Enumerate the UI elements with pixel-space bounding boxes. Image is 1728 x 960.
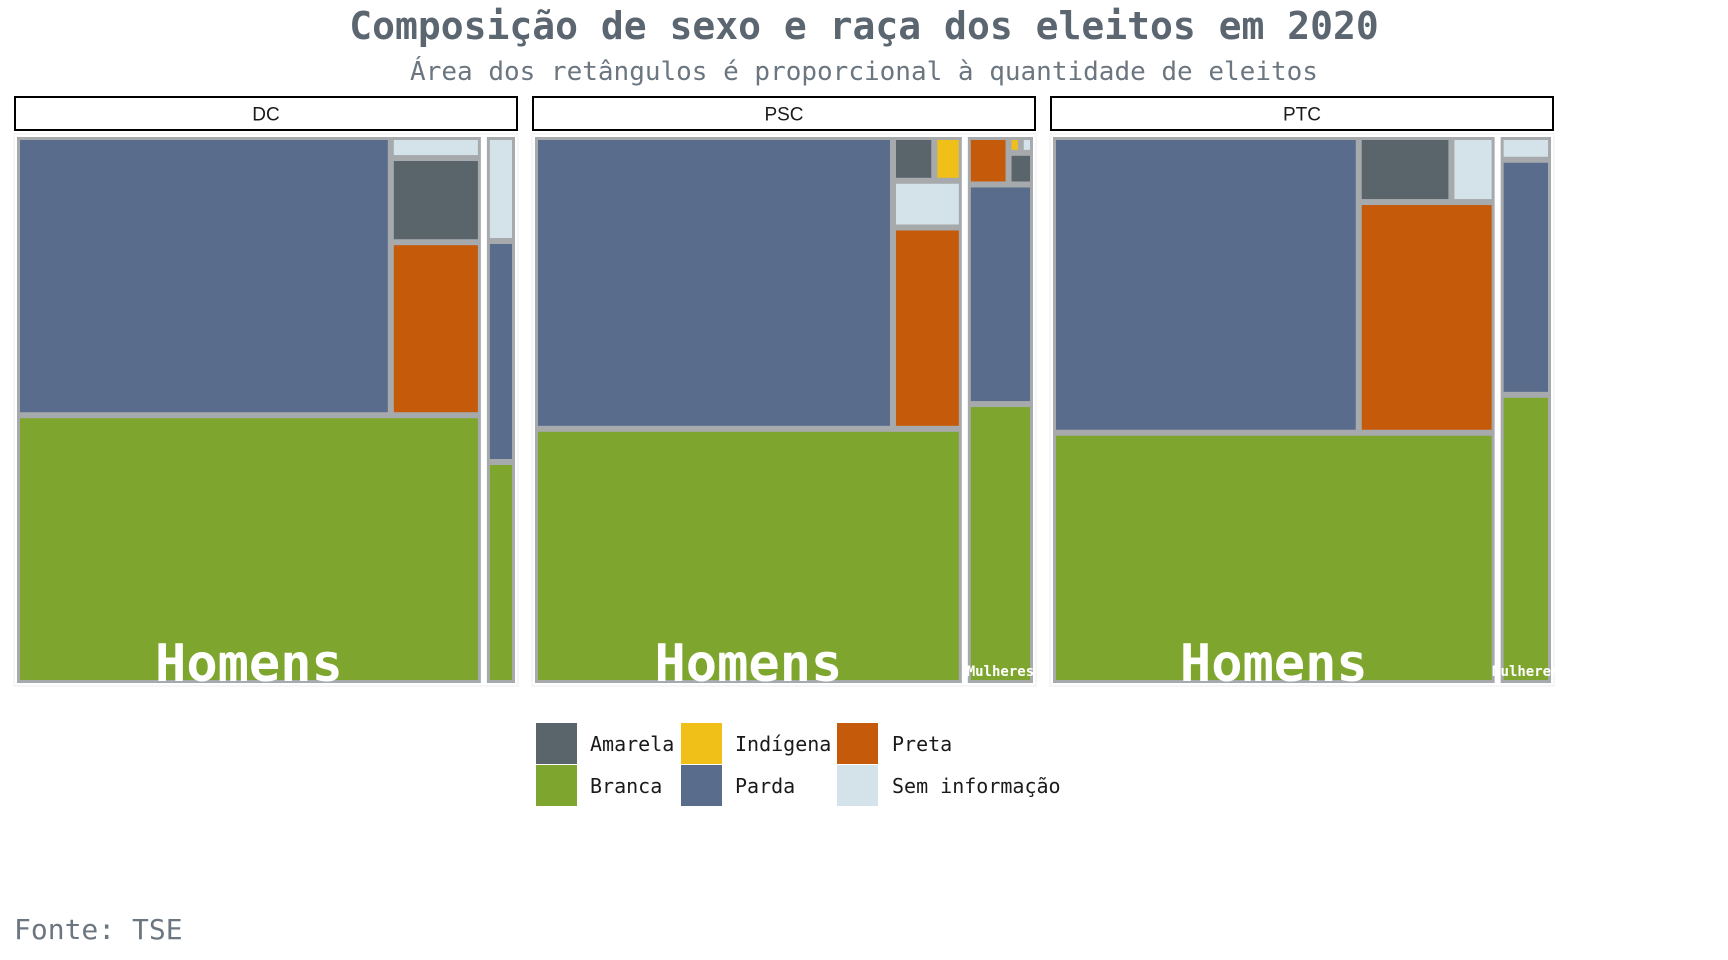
panel-dc: DC Homens: [13, 96, 519, 694]
tile-ptc-0-branca: [1056, 435, 1492, 680]
legend-label-amarela: Amarela: [590, 732, 674, 756]
tile-psc-0-indigena: [937, 140, 959, 178]
legend-label-indigena: Indígena: [735, 732, 831, 756]
group-label-mulheres-ptc: Mulheres: [1492, 664, 1559, 680]
tile-dc-1-branca: [489, 465, 512, 680]
tile-psc-0-preta: [895, 230, 959, 426]
tile-ptc-0-parda: [1056, 140, 1356, 430]
tile-dc-0-sem-informacao: [393, 140, 478, 156]
legend-swatch-amarela: [536, 723, 577, 764]
group-label-homens-ptc: Homens: [1180, 634, 1368, 694]
tile-dc-1-parda: [489, 244, 512, 459]
legend-item-amarela: Amarela: [536, 723, 674, 764]
tile-psc-0-sem-informacao: [895, 183, 959, 225]
group-psc-0: Homens: [535, 137, 962, 694]
legend-item-sem-informacao: Sem informação: [837, 765, 1061, 806]
group-dc-1: [486, 137, 515, 683]
group-dc-0: Homens: [17, 137, 481, 694]
panel-label-psc: PSC: [764, 105, 803, 126]
tile-psc-1-indigena: [1011, 140, 1018, 150]
panel-label-ptc: PTC: [1283, 105, 1321, 126]
chart-subtitle: Área dos retângulos é proporcional à qua…: [410, 57, 1318, 87]
tile-psc-0-amarela: [895, 140, 932, 178]
tile-psc-0-parda: [538, 140, 890, 426]
tile-dc-0-preta: [393, 245, 478, 413]
panel-label-dc: DC: [252, 105, 279, 126]
legend-item-branca: Branca: [536, 765, 662, 806]
tile-dc-1-sem-informacao: [489, 140, 512, 238]
tile-psc-1-branca: [970, 407, 1030, 680]
legend-swatch-parda: [681, 765, 722, 806]
group-label-mulheres-psc: Mulheres: [967, 664, 1034, 680]
legend: Amarela Indígena Preta Branca Parda Sem infor…: [536, 723, 1061, 806]
legend-item-parda: Parda: [681, 765, 795, 806]
legend-swatch-sem-informacao: [837, 765, 878, 806]
panel-psc: PSC Homens Mulheres: [531, 96, 1037, 694]
tile-psc-1-amarela: [1011, 155, 1030, 182]
legend-label-sem-informacao: Sem informação: [892, 774, 1061, 798]
tile-ptc-1-sem-informacao: [1503, 140, 1548, 157]
legend-label-branca: Branca: [590, 774, 662, 798]
panel-strip-dc: [14, 96, 518, 131]
legend-swatch-preta: [837, 723, 878, 764]
tile-ptc-1-branca: [1503, 397, 1548, 680]
legend-label-preta: Preta: [892, 732, 952, 756]
tile-psc-1-parda: [970, 187, 1030, 402]
tile-dc-0-branca: [20, 418, 478, 680]
panel-strip-psc: [532, 96, 1036, 131]
tile-psc-1-preta: [970, 140, 1006, 182]
chart-title: Composição de sexo e raça dos eleitos em…: [349, 4, 1379, 48]
tile-psc-1-sem-informacao: [1023, 140, 1030, 150]
group-psc-1: Mulheres: [967, 137, 1034, 683]
tile-psc-0-branca: [538, 431, 959, 680]
legend-swatch-branca: [536, 765, 577, 806]
panels-layer: DC Homens PSC Homens Mulheres PTC Homens Mulher…: [13, 96, 1560, 694]
tile-ptc-0-amarela: [1361, 140, 1449, 200]
group-ptc-1: Mulheres: [1492, 137, 1560, 683]
group-label-homens-psc: Homens: [654, 634, 842, 694]
legend-swatch-indigena: [681, 723, 722, 764]
tile-dc-0-parda: [20, 140, 388, 413]
legend-item-preta: Preta: [837, 723, 952, 764]
tile-dc-0-amarela: [393, 161, 478, 240]
chart-caption: Fonte: TSE: [14, 913, 183, 946]
tile-ptc-0-preta: [1361, 205, 1492, 430]
legend-item-indigena: Indígena: [681, 723, 831, 764]
tile-ptc-0-sem-informacao: [1454, 140, 1492, 200]
tile-ptc-1-parda: [1503, 162, 1548, 392]
group-label-homens-dc: Homens: [155, 634, 343, 694]
legend-label-parda: Parda: [735, 774, 795, 798]
panel-ptc: PTC Homens Mulheres: [1049, 96, 1560, 694]
panel-strip-ptc: [1050, 96, 1554, 131]
group-ptc-0: Homens: [1053, 137, 1495, 694]
